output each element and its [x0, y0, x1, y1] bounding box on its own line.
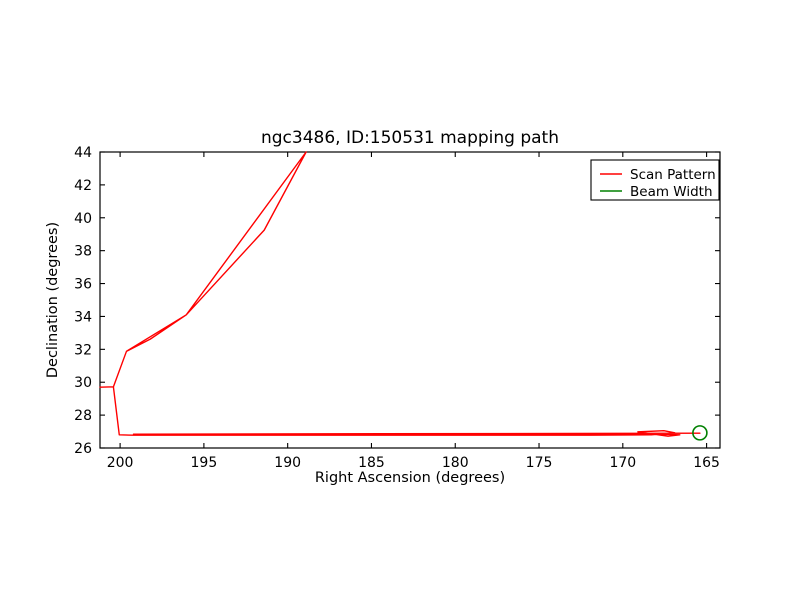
legend: Scan Pattern Beam Width: [590, 159, 720, 201]
y-tick-label: 36: [74, 277, 92, 293]
y-axis-ticks: 26 28 30 32 34 36 38 40 42 44: [74, 145, 720, 457]
y-tick-label: 30: [74, 375, 92, 391]
x-axis-label: Right Ascension (degrees): [315, 470, 505, 486]
page-title: ngc3486, ID:150531 mapping path: [261, 128, 559, 148]
x-tick-label: 180: [442, 455, 469, 471]
y-tick-label: 40: [74, 211, 92, 227]
x-tick-label: 165: [693, 455, 720, 471]
data-series-layer: [99, 151, 708, 441]
legend-box: [590, 159, 720, 201]
y-tick-label: 42: [74, 178, 92, 194]
axes-frame: [99, 151, 721, 449]
legend-label-scan-pattern: Scan Pattern: [630, 167, 716, 183]
x-tick-label: 195: [191, 455, 218, 471]
x-tick-label: 185: [358, 455, 385, 471]
x-tick-label: 190: [274, 455, 301, 471]
x-tick-label: 175: [526, 455, 553, 471]
y-tick-label: 26: [74, 441, 92, 457]
legend-label-beam-width: Beam Width: [630, 184, 713, 200]
y-axis-label: Declination (degrees): [45, 222, 61, 378]
y-tick-label: 32: [74, 342, 92, 358]
x-tick-label: 200: [107, 455, 134, 471]
beam-width-marker: [692, 425, 708, 441]
y-tick-label: 28: [74, 408, 92, 424]
y-tick-label: 34: [74, 309, 92, 325]
y-tick-label: 44: [74, 145, 92, 161]
x-tick-label: 170: [609, 455, 636, 471]
x-axis-ticks: 200 195 190 185 180 175 170 165: [107, 152, 720, 471]
y-tick-label: 38: [74, 244, 92, 260]
scan-pattern-line: [99, 151, 701, 437]
